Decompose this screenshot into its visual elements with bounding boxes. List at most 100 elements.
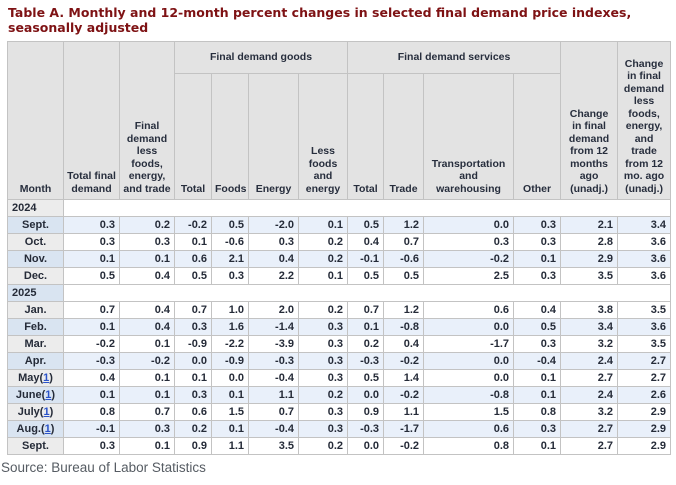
- table-row: Sept. 0.3 0.2 -0.2 0.5 -2.0 0.1 0.5 1.2 0.0 0.3 2.1…: [7, 216, 672, 234]
- value-cell: 0.1: [119, 386, 175, 404]
- col-header-change-12-months-less: Change in final demand less foods, energ…: [617, 41, 672, 200]
- value-cell: -0.4: [513, 352, 562, 370]
- value-cell: 0.7: [347, 301, 385, 319]
- table-title: Table A. Monthly and 12-month percent ch…: [8, 5, 632, 35]
- value-cell: 0.1: [174, 369, 212, 387]
- value-cell: 0.6: [423, 420, 515, 438]
- value-cell: 0.2: [297, 386, 349, 404]
- value-cell: 0.3: [513, 267, 562, 285]
- group-header-final-demand-goods: Final demand goods: [173, 41, 349, 74]
- table-body: 2024 Sept. 0.3 0.2 -0.2 0.5 -2.0 0.1 0.5 1.2 0.0 0.…: [7, 199, 672, 455]
- value-cell: 1.2: [383, 301, 425, 319]
- footnote-link[interactable]: 1: [44, 423, 51, 435]
- month-label: Dec.: [7, 267, 64, 285]
- value-cell: 0.3: [248, 233, 299, 251]
- value-cell: -0.4: [248, 420, 299, 438]
- value-cell: 2.9: [617, 403, 672, 421]
- col-header-fd-less-foods-energy-trade: Final demand less foods, energy, and tra…: [119, 41, 175, 200]
- value-cell: -0.2: [383, 386, 425, 404]
- value-cell: 3.5: [560, 267, 619, 285]
- value-cell: 0.2: [297, 250, 349, 268]
- value-cell: -3.9: [248, 335, 299, 353]
- value-cell: 0.0: [423, 318, 515, 336]
- value-cell: -0.3: [347, 352, 385, 370]
- month-label: July(1): [7, 403, 64, 421]
- table-row: Aug.(1) -0.1 0.3 0.2 0.1 -0.4 0.3 -0.3 -1.7 0.6 0.…: [7, 420, 672, 438]
- col-header-goods-total: Total: [174, 73, 212, 200]
- value-cell: 0.3: [63, 216, 120, 234]
- table-row: July(1) 0.8 0.7 0.6 1.5 0.7 0.3 0.9 1.1 1.5 0.8 3.2…: [7, 403, 672, 421]
- value-cell: -0.3: [63, 352, 120, 370]
- value-cell: 0.0: [347, 437, 385, 455]
- value-cell: 2.4: [560, 386, 619, 404]
- value-cell: 0.5: [347, 369, 385, 387]
- table-row: Jan. 0.7 0.4 0.7 1.0 2.0 0.2 0.7 1.2 0.6 0.4 3.8 3.5: [7, 301, 672, 319]
- col-header-goods-energy: Energy: [248, 73, 299, 200]
- month-label: Feb.: [7, 318, 64, 336]
- value-cell: 0.1: [174, 233, 212, 251]
- value-cell: 0.7: [248, 403, 299, 421]
- value-cell: 1.5: [423, 403, 515, 421]
- col-header-services-total: Total: [347, 73, 385, 200]
- value-cell: 0.4: [119, 267, 175, 285]
- group-header-final-demand-services: Final demand services: [347, 41, 562, 74]
- year-row-spacer: [62, 199, 672, 217]
- table-row: June(1) 0.1 0.1 0.3 0.1 1.1 0.2 0.0 -0.2 -0.8 0.1 2…: [7, 386, 672, 404]
- value-cell: 3.4: [617, 216, 672, 234]
- value-cell: 0.0: [174, 352, 212, 370]
- value-cell: 2.7: [617, 369, 672, 387]
- value-cell: 1.4: [383, 369, 425, 387]
- footnote-link[interactable]: 1: [45, 389, 52, 401]
- value-cell: 0.7: [119, 403, 175, 421]
- value-cell: 2.1: [211, 250, 249, 268]
- value-cell: 3.6: [617, 267, 672, 285]
- value-cell: 2.9: [617, 437, 672, 455]
- value-cell: 3.5: [617, 335, 672, 353]
- value-cell: 0.7: [383, 233, 425, 251]
- value-cell: 0.1: [513, 369, 562, 387]
- value-cell: 0.4: [513, 301, 562, 319]
- value-cell: 0.3: [297, 335, 349, 353]
- value-cell: 0.0: [211, 369, 249, 387]
- value-cell: 3.6: [617, 233, 672, 251]
- value-cell: 0.1: [513, 437, 562, 455]
- value-cell: -0.8: [423, 386, 515, 404]
- value-cell: 0.3: [513, 216, 562, 234]
- value-cell: 0.3: [297, 403, 349, 421]
- col-header-total-final-demand: Total final demand: [63, 41, 120, 200]
- value-cell: 0.8: [63, 403, 120, 421]
- value-cell: 0.3: [513, 335, 562, 353]
- value-cell: 1.6: [211, 318, 249, 336]
- value-cell: 0.3: [119, 420, 175, 438]
- value-cell: 3.6: [617, 250, 672, 268]
- month-label: Jan.: [7, 301, 64, 319]
- value-cell: 0.1: [347, 318, 385, 336]
- value-cell: 2.1: [560, 216, 619, 234]
- footnote-link[interactable]: 1: [43, 372, 50, 384]
- value-cell: 0.4: [383, 335, 425, 353]
- value-cell: 2.7: [617, 352, 672, 370]
- value-cell: -0.9: [174, 335, 212, 353]
- table-row: Apr. -0.3 -0.2 0.0 -0.9 -0.3 0.3 -0.3 -0.2 0.0 -0.…: [7, 352, 672, 370]
- value-cell: 0.5: [513, 318, 562, 336]
- value-cell: -2.2: [211, 335, 249, 353]
- value-cell: 0.1: [211, 386, 249, 404]
- value-cell: 0.3: [211, 267, 249, 285]
- value-cell: 0.6: [423, 301, 515, 319]
- value-cell: 0.6: [174, 250, 212, 268]
- value-cell: 0.0: [347, 386, 385, 404]
- value-cell: 3.8: [560, 301, 619, 319]
- value-cell: -0.2: [383, 437, 425, 455]
- value-cell: 3.2: [560, 403, 619, 421]
- value-cell: 0.3: [119, 233, 175, 251]
- value-cell: 0.3: [513, 233, 562, 251]
- value-cell: 0.8: [513, 403, 562, 421]
- value-cell: 1.1: [248, 386, 299, 404]
- value-cell: 0.3: [423, 233, 515, 251]
- page-content: Table A. Monthly and 12-month percent ch…: [7, 5, 672, 455]
- value-cell: 1.5: [211, 403, 249, 421]
- value-cell: 0.1: [297, 216, 349, 234]
- value-cell: 0.3: [63, 233, 120, 251]
- value-cell: 0.4: [347, 233, 385, 251]
- footnote-link[interactable]: 1: [43, 406, 50, 418]
